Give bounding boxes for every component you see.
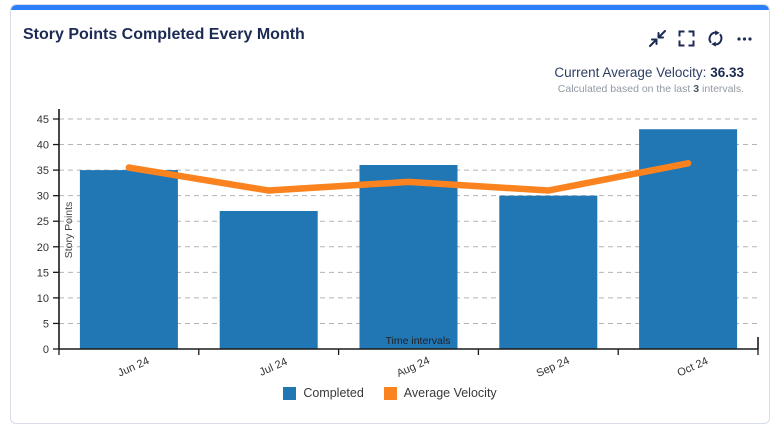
velocity-summary: Current Average Velocity: 36.33 Calculat… (554, 65, 744, 95)
svg-text:Sep 24: Sep 24 (535, 355, 572, 380)
legend-item-average-velocity[interactable]: Average Velocity (383, 386, 497, 400)
svg-text:30: 30 (37, 191, 49, 203)
svg-text:Oct 24: Oct 24 (676, 355, 710, 379)
svg-text:15: 15 (37, 267, 49, 279)
svg-text:45: 45 (37, 114, 49, 126)
legend-label: Average Velocity (403, 386, 497, 400)
card-toolbar (648, 29, 753, 47)
svg-text:Story Points: Story Points (63, 202, 75, 259)
chart-legend: Completed Average Velocity (11, 386, 769, 400)
svg-text:40: 40 (37, 140, 49, 152)
fullscreen-icon[interactable] (677, 29, 695, 47)
svg-text:10: 10 (37, 293, 49, 305)
svg-text:5: 5 (43, 318, 49, 330)
legend-item-completed[interactable]: Completed (283, 386, 364, 400)
svg-text:Aug 24: Aug 24 (395, 355, 432, 380)
velocity-subtext: Calculated based on the last 3 intervals… (557, 83, 744, 95)
page-title: Story Points Completed Every Month (23, 26, 305, 43)
ellipsis-icon[interactable] (735, 29, 753, 47)
velocity-chart: 0 5 10 15 20 25 30 35 40 45 Jun 24 Jul 24 Aug 24 Sep … (11, 100, 769, 392)
velocity-label: Current Average Velocity: 36.33 (554, 65, 744, 80)
velocity-value: 36.33 (710, 65, 744, 80)
svg-text:35: 35 (37, 165, 49, 177)
svg-text:Time intervals: Time intervals (386, 335, 451, 347)
svg-text:0: 0 (43, 344, 49, 356)
chart-canvas: 0 5 10 15 20 25 30 35 40 45 Jun 24 Jul 24 Aug 24 Sep … (37, 109, 759, 380)
svg-text:Jun 24: Jun 24 (116, 355, 151, 379)
svg-text:25: 25 (37, 216, 49, 228)
svg-text:20: 20 (37, 242, 49, 254)
card-accent-bar (11, 5, 769, 10)
chart-card: Story Points Completed Every Month (10, 4, 770, 424)
collapse-icon[interactable] (648, 29, 666, 47)
average-velocity-swatch (383, 386, 397, 400)
legend-label: Completed (303, 386, 364, 400)
refresh-icon[interactable] (706, 29, 724, 47)
completed-swatch (283, 386, 297, 400)
svg-text:Jul 24: Jul 24 (258, 356, 290, 379)
